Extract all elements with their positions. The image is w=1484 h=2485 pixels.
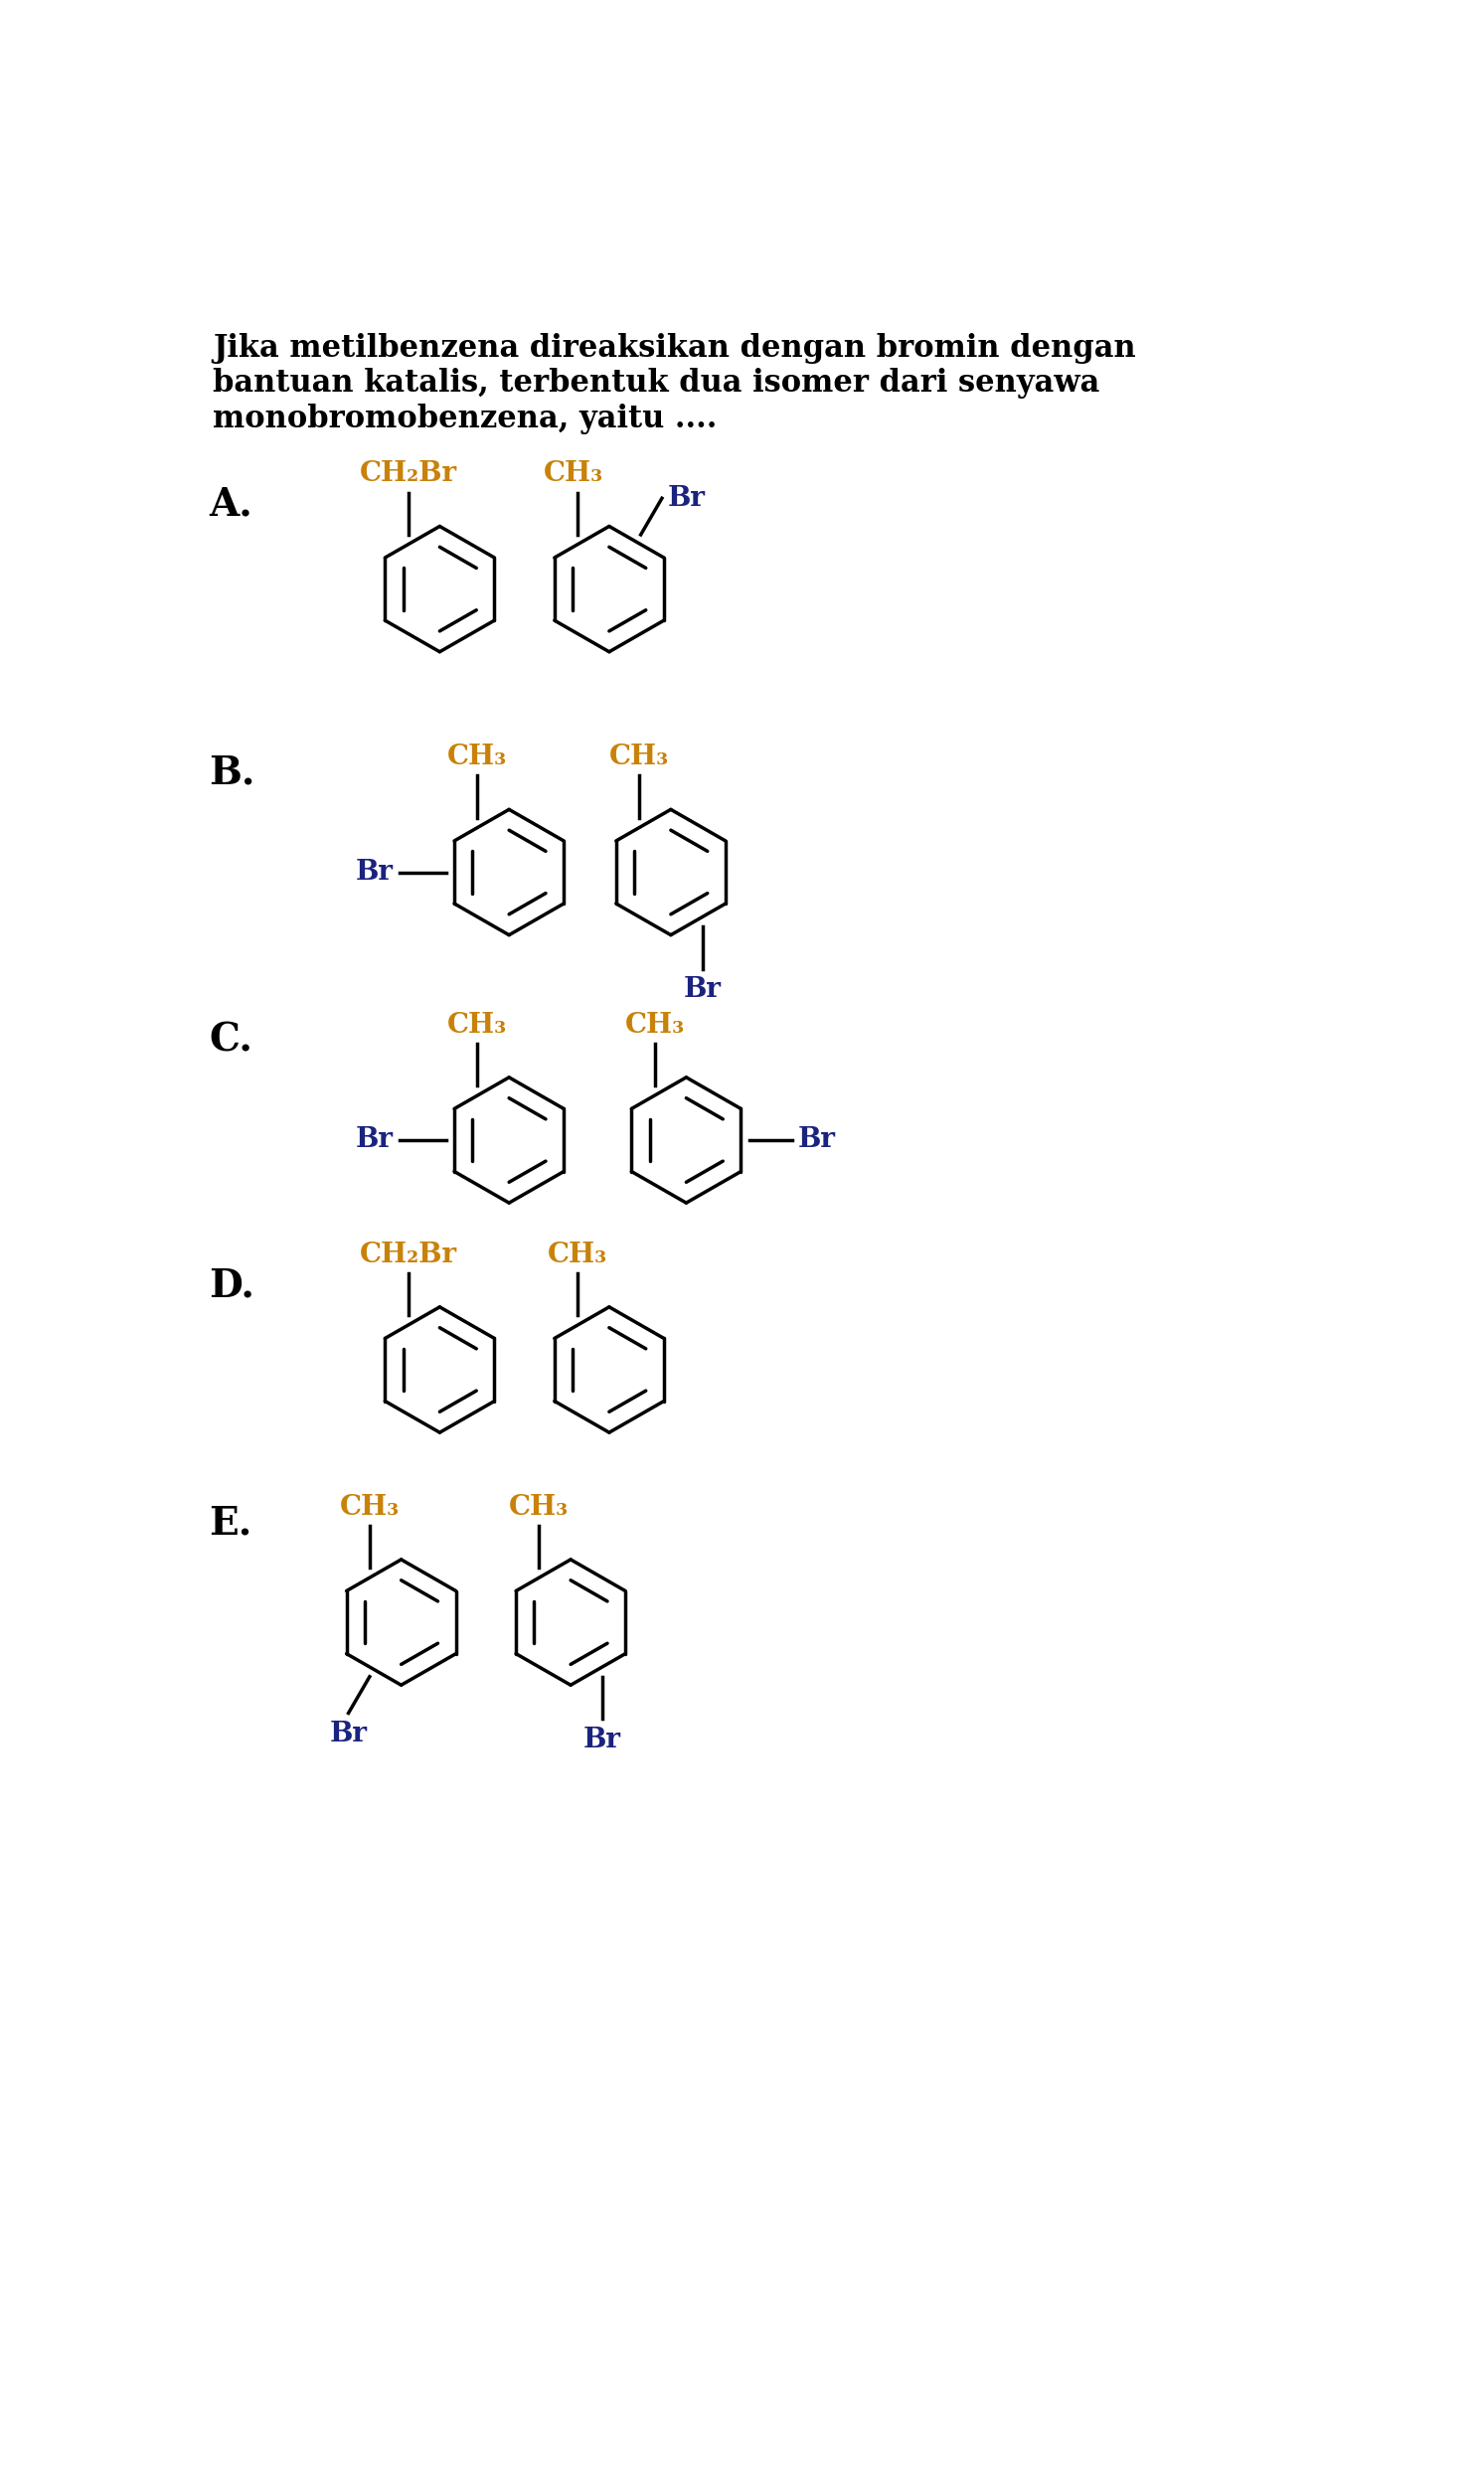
Text: B.: B. — [209, 753, 255, 793]
Text: CH₃: CH₃ — [448, 1011, 508, 1039]
Text: Br: Br — [356, 1126, 393, 1153]
Text: A.: A. — [209, 487, 252, 524]
Text: Br: Br — [583, 1727, 622, 1754]
Text: E.: E. — [209, 1503, 252, 1541]
Text: Br: Br — [329, 1720, 368, 1747]
Text: Br: Br — [684, 977, 721, 1004]
Text: CH₃: CH₃ — [509, 1493, 568, 1521]
Text: CH₃: CH₃ — [543, 460, 604, 487]
Text: Br: Br — [798, 1126, 835, 1153]
Text: CH₂Br: CH₂Br — [359, 460, 457, 487]
Text: D.: D. — [209, 1267, 254, 1305]
Text: CH₃: CH₃ — [610, 743, 669, 770]
Text: Br: Br — [668, 485, 706, 512]
Text: Br: Br — [356, 860, 393, 885]
Text: CH₃: CH₃ — [548, 1240, 607, 1267]
Text: CH₃: CH₃ — [448, 743, 508, 770]
Text: Jika metilbenzena direaksikan dengan bromin dengan
bantuan katalis, terbentuk du: Jika metilbenzena direaksikan dengan bro… — [212, 333, 1135, 435]
Text: C.: C. — [209, 1021, 252, 1059]
Text: CH₃: CH₃ — [340, 1493, 399, 1521]
Text: CH₃: CH₃ — [625, 1011, 684, 1039]
Text: CH₂Br: CH₂Br — [359, 1240, 457, 1267]
